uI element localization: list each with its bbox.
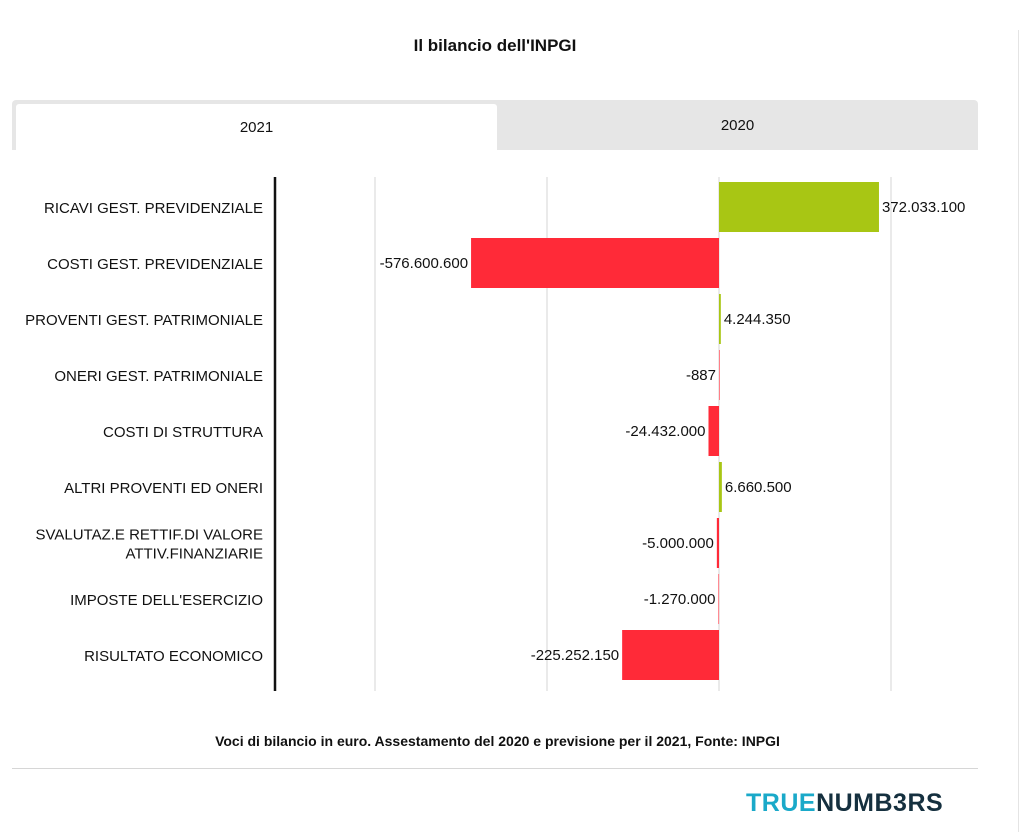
data-label: -24.432.000 bbox=[625, 423, 705, 440]
category-label: RISULTATO ECONOMICO bbox=[84, 648, 263, 665]
category-label: COSTI DI STRUTTURA bbox=[103, 424, 263, 441]
category-label: ALTRI PROVENTI ED ONERI bbox=[64, 480, 263, 497]
bar bbox=[719, 462, 722, 512]
data-label: -225.252.150 bbox=[531, 647, 619, 664]
data-label: 4.244.350 bbox=[724, 311, 791, 328]
data-label: 6.660.500 bbox=[725, 479, 792, 496]
category-label: ONERI GEST. PATRIMONIALE bbox=[54, 368, 263, 385]
year-tabs: 2021 2020 bbox=[12, 100, 978, 150]
bar bbox=[471, 238, 719, 288]
bar bbox=[716, 518, 719, 568]
category-label: PROVENTI GEST. PATRIMONIALE bbox=[25, 312, 263, 329]
chart-caption: Voci di bilancio in euro. Assestamento d… bbox=[215, 733, 780, 749]
footer-divider bbox=[12, 768, 978, 769]
bar bbox=[622, 630, 719, 680]
data-label: -5.000.000 bbox=[642, 535, 714, 552]
tab-2020[interactable]: 2020 bbox=[720, 116, 755, 134]
data-label: -576.600.600 bbox=[380, 255, 468, 272]
bar bbox=[719, 182, 879, 232]
tab-2021[interactable]: 2021 bbox=[16, 104, 497, 150]
data-label: 372.033.100 bbox=[882, 199, 965, 216]
bar-chart: RICAVI GEST. PREVIDENZIALE 372.033.100 COS… bbox=[25, 177, 965, 691]
data-label: -887 bbox=[686, 367, 716, 384]
bar bbox=[708, 406, 719, 456]
category-label: RICAVI GEST. PREVIDENZIALE bbox=[44, 200, 263, 217]
bar bbox=[718, 350, 720, 400]
category-label: COSTI GEST. PREVIDENZIALE bbox=[47, 256, 263, 273]
category-label: IMPOSTE DELL'ESERCIZIO bbox=[70, 592, 263, 609]
page-edge-divider bbox=[1018, 30, 1019, 832]
data-label: -1.270.000 bbox=[644, 591, 716, 608]
category-label: SVALUTAZ.E RETTIF.DI VALORE ATTIV.FINANZI… bbox=[35, 527, 263, 563]
truenumbers-logo[interactable]: TRUENUMB3RS bbox=[746, 789, 944, 817]
bar bbox=[719, 294, 721, 344]
chart-title: Il bilancio dell'INPGI bbox=[413, 36, 577, 55]
bar bbox=[718, 574, 720, 624]
